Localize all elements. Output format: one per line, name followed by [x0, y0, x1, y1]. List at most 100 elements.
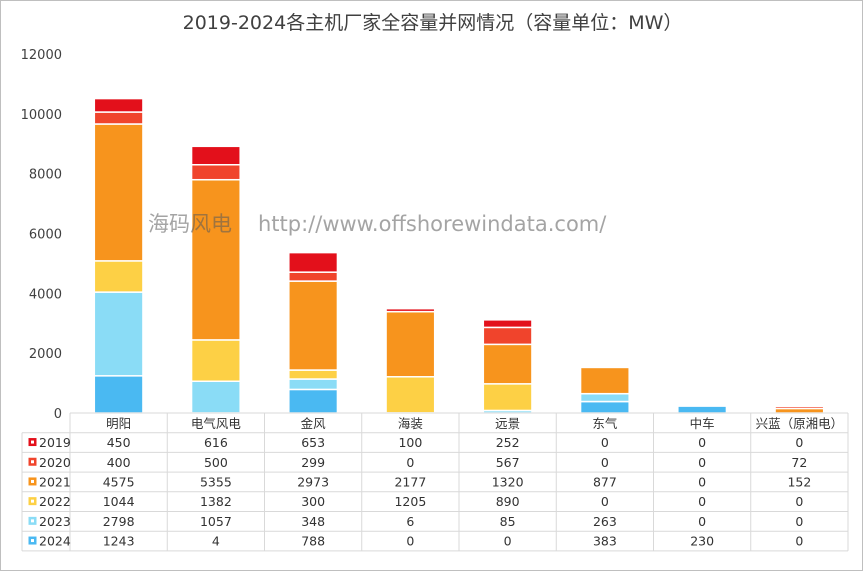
- bar-segment-2023: [579, 392, 630, 403]
- data-table-value: 72: [791, 455, 807, 470]
- legend-label: 2020: [39, 455, 71, 470]
- data-table-value: 0: [601, 455, 609, 470]
- data-table-value: 348: [301, 514, 325, 529]
- data-table-value: 2177: [394, 474, 426, 489]
- x-tick-label: 明阳: [106, 416, 131, 431]
- data-table-value: 252: [496, 435, 520, 450]
- data-table-value: 1205: [394, 494, 426, 509]
- legend-label: 2022: [39, 494, 71, 509]
- data-table-value: 0: [698, 435, 706, 450]
- data-table-value: 500: [204, 455, 228, 470]
- watermark-brand: 海码风电: [148, 212, 232, 236]
- bar-segment-2020: [190, 164, 241, 181]
- bar-segment-2019: [93, 97, 144, 113]
- data-table-value: 4: [212, 534, 220, 549]
- data-table-value: 152: [787, 474, 811, 489]
- bar-segment-2022: [93, 260, 144, 293]
- legend-label: 2023: [39, 514, 71, 529]
- bar-segment-2020: [288, 271, 339, 282]
- x-tick-label: 远景: [495, 416, 520, 431]
- bar-segment-2019: [190, 145, 241, 166]
- data-table-value: 1382: [200, 494, 232, 509]
- legend-label: 2024: [39, 534, 71, 549]
- data-table-value: 0: [601, 494, 609, 509]
- data-table-value: 6: [406, 514, 414, 529]
- data-table-value: 5355: [200, 474, 232, 489]
- x-tick-label: 中车: [690, 416, 715, 431]
- y-tick-label: 10000: [21, 108, 62, 123]
- bar-segment-2022: [190, 339, 241, 383]
- legend-swatch-inner: [31, 460, 34, 464]
- data-table-value: 263: [593, 514, 617, 529]
- y-tick-label: 0: [54, 407, 62, 422]
- legend-swatch-inner: [31, 519, 34, 523]
- bar-segment-2024: [288, 388, 339, 414]
- data-table-value: 0: [406, 455, 414, 470]
- bar-segment-2021: [385, 310, 436, 378]
- legend-swatch-inner: [31, 499, 34, 503]
- bar-segment-2020: [774, 405, 825, 410]
- bar-segment-2021: [482, 343, 533, 385]
- data-table-value: 0: [795, 435, 803, 450]
- data-table-value: 100: [398, 435, 422, 450]
- bar-segment-2024: [93, 375, 144, 414]
- data-table-value: 4575: [103, 474, 135, 489]
- y-tick-label: 4000: [29, 287, 62, 302]
- legend-swatch-inner: [31, 479, 34, 483]
- data-table-value: 0: [795, 494, 803, 509]
- data-table-value: 1243: [103, 534, 135, 549]
- data-table-value: 0: [698, 474, 706, 489]
- data-table-value: 877: [593, 474, 617, 489]
- bar-segment-2019: [385, 307, 436, 313]
- x-tick-label: 金风: [301, 416, 327, 431]
- data-table-value: 788: [301, 534, 325, 549]
- bar-segment-2019: [482, 319, 533, 329]
- data-table-value: 85: [500, 514, 516, 529]
- bar-segment-2023: [93, 291, 144, 377]
- data-table-value: 0: [698, 494, 706, 509]
- watermark: 海码风电 http://www.offshorewindata.com/: [148, 208, 606, 238]
- data-table-value: 616: [204, 435, 228, 450]
- x-tick-label: 电气风电: [191, 416, 242, 431]
- data-table-value: 1320: [492, 474, 524, 489]
- bar-segment-2022: [482, 383, 533, 412]
- data-table-value: 300: [301, 494, 325, 509]
- data-table-value: 0: [698, 514, 706, 529]
- bar-segment-2022: [385, 376, 436, 414]
- bar-segment-2022: [288, 369, 339, 380]
- data-table-value: 383: [593, 534, 617, 549]
- data-table-value: 0: [795, 514, 803, 529]
- data-table-value: 230: [690, 534, 714, 549]
- data-table-value: 567: [496, 455, 520, 470]
- x-tick-label: 兴蓝（原湘电）: [756, 416, 844, 431]
- bar-segment-2021: [579, 366, 630, 395]
- data-table-value: 299: [301, 455, 325, 470]
- legend-swatch-inner: [31, 440, 34, 444]
- legend-label: 2019: [39, 435, 71, 450]
- data-table-value: 890: [496, 494, 520, 509]
- data-table-value: 2973: [297, 474, 329, 489]
- bar-segment-2021: [190, 178, 241, 341]
- legend-label: 2021: [39, 474, 71, 489]
- chart-title: 2019-2024各主机厂家全容量并网情况（容量单位：MW）: [182, 12, 683, 34]
- bar-segment-2021: [93, 123, 144, 262]
- bar-segment-2020: [93, 111, 144, 125]
- data-table-value: 0: [406, 534, 414, 549]
- legend-swatch-inner: [31, 539, 34, 543]
- bar-segment-2023: [288, 378, 339, 391]
- data-table-value: 1057: [200, 514, 232, 529]
- data-table-value: 0: [698, 455, 706, 470]
- bar-segment-2020: [482, 326, 533, 346]
- x-tick-label: 海装: [398, 416, 423, 431]
- y-tick-label: 2000: [29, 347, 62, 362]
- data-table-value: 400: [107, 455, 131, 470]
- watermark-url: http://www.offshorewindata.com/: [258, 212, 607, 236]
- bar-segment-2024: [579, 400, 630, 414]
- bar-segment-2024: [677, 405, 728, 414]
- y-tick-label: 12000: [21, 48, 62, 63]
- data-table-value: 2798: [103, 514, 135, 529]
- bar-segment-2019: [288, 251, 339, 273]
- data-table-value: 450: [107, 435, 131, 450]
